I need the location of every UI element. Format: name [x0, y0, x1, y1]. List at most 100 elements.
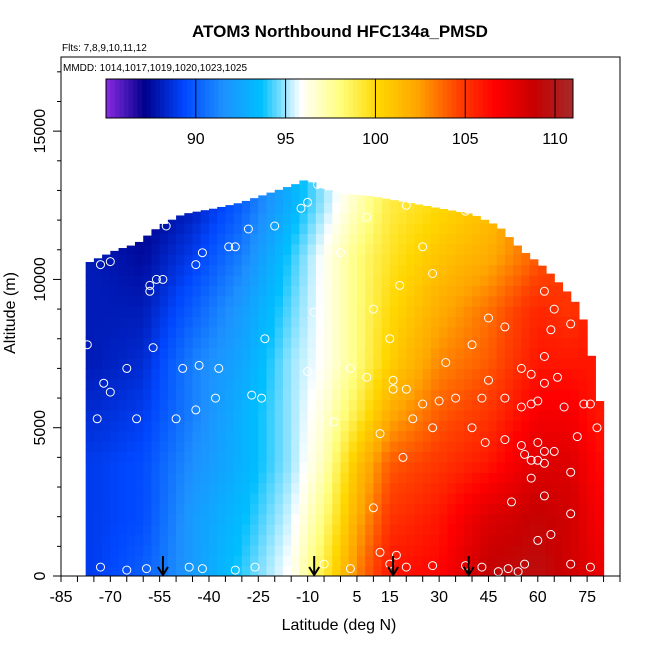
heatmap-cell [134, 420, 144, 432]
heatmap-cell [118, 544, 128, 556]
heatmap-cell [340, 492, 350, 504]
heatmap-cell [159, 441, 169, 453]
heatmap-cell [365, 399, 374, 411]
heatmap-cell [381, 492, 391, 504]
heatmap-cell [118, 524, 128, 536]
heatmap-cell [324, 358, 333, 369]
heatmap-cell [463, 461, 473, 473]
heatmap-cell [258, 368, 268, 380]
heatmap-cell [324, 233, 333, 245]
heatmap-cell [176, 215, 185, 224]
colorbar-swatch [460, 79, 466, 118]
sample-point [566, 319, 576, 329]
heatmap-cell [93, 544, 103, 556]
heatmap-cell [233, 472, 243, 484]
sample-point [539, 458, 549, 468]
heatmap-cell [554, 565, 564, 576]
heatmap-cell [93, 409, 103, 421]
heatmap-cell [537, 389, 547, 401]
heatmap-cell [578, 399, 588, 411]
heatmap-cell [562, 524, 572, 536]
heatmap-cell [578, 389, 588, 401]
heatmap-cell [241, 420, 251, 432]
heatmap-cell [537, 326, 547, 338]
sample-point [250, 562, 260, 572]
heatmap-cell [208, 306, 218, 318]
heatmap-cell [250, 198, 259, 203]
sample-point [151, 274, 161, 284]
heatmap-cell [406, 358, 416, 369]
heatmap-cell [176, 461, 185, 473]
colorbar-swatch [384, 79, 390, 118]
heatmap-cell [233, 524, 243, 536]
heatmap-cell [93, 492, 103, 504]
heatmap-cell [102, 420, 111, 432]
heatmap-cell [348, 233, 358, 245]
heatmap-cell [348, 223, 358, 235]
heatmap-cell [578, 347, 588, 359]
heatmap-cell [340, 347, 350, 359]
heatmap-cell [102, 306, 111, 318]
heatmap-cell [85, 534, 95, 546]
heatmap-cell [85, 430, 95, 442]
heatmap-cell [463, 399, 473, 411]
heatmap-cell [274, 399, 284, 411]
heatmap-cell [274, 254, 284, 266]
heatmap-cell [208, 430, 218, 442]
heatmap-cell [381, 389, 391, 401]
heatmap-cell [529, 259, 539, 266]
heatmap-cell [110, 368, 120, 380]
heatmap-cell [332, 347, 342, 359]
heatmap-cell [299, 316, 309, 328]
heatmap-cell [389, 223, 399, 235]
heatmap-cell [266, 243, 276, 255]
heatmap-cell [562, 565, 572, 576]
heatmap-cell [554, 451, 564, 463]
colorbar-swatch [294, 79, 300, 118]
sample-point [161, 221, 171, 231]
heatmap-cell [299, 243, 309, 255]
heatmap-cell [455, 513, 465, 525]
heatmap-cell [578, 461, 588, 473]
heatmap-cell [110, 482, 120, 494]
heatmap-cell [513, 295, 522, 307]
heatmap-cell [118, 399, 128, 411]
colorbar-swatch [326, 79, 332, 118]
heatmap-cell [299, 337, 309, 349]
heatmap-cell [217, 472, 227, 484]
heatmap-cell [414, 503, 424, 515]
heatmap-cell [504, 347, 514, 359]
heatmap-cell [472, 285, 481, 297]
heatmap-cell [455, 409, 465, 421]
heatmap-cell [291, 544, 300, 556]
heatmap-cell [398, 202, 407, 214]
heatmap-cell [430, 513, 440, 525]
heatmap-cell [422, 274, 432, 286]
heatmap-cell [365, 565, 374, 576]
heatmap-cell [373, 544, 383, 556]
heatmap-cell [217, 347, 227, 359]
heatmap-cell [348, 358, 358, 369]
heatmap-cell [406, 534, 416, 546]
heatmap-cell [430, 524, 440, 536]
heatmap-cell [266, 472, 276, 484]
heatmap-cell [447, 306, 457, 318]
heatmap-cell [118, 368, 128, 380]
heatmap-cell [472, 544, 481, 556]
heatmap-cell [513, 285, 522, 297]
sample-point [500, 322, 510, 332]
heatmap-cell [151, 461, 161, 473]
heatmap-cell [299, 420, 309, 432]
heatmap-cell [299, 347, 309, 359]
heatmap-cell [225, 233, 235, 245]
heatmap-cell [447, 368, 457, 380]
heatmap-cell [381, 534, 391, 546]
heatmap-cell [151, 513, 161, 525]
heatmap-cell [192, 389, 202, 401]
heatmap-cell [192, 565, 202, 576]
heatmap-cell [513, 358, 522, 369]
heatmap-cell [217, 326, 227, 338]
heatmap-cell [282, 555, 292, 567]
heatmap-cell [340, 223, 350, 235]
heatmap-cell [299, 513, 309, 525]
